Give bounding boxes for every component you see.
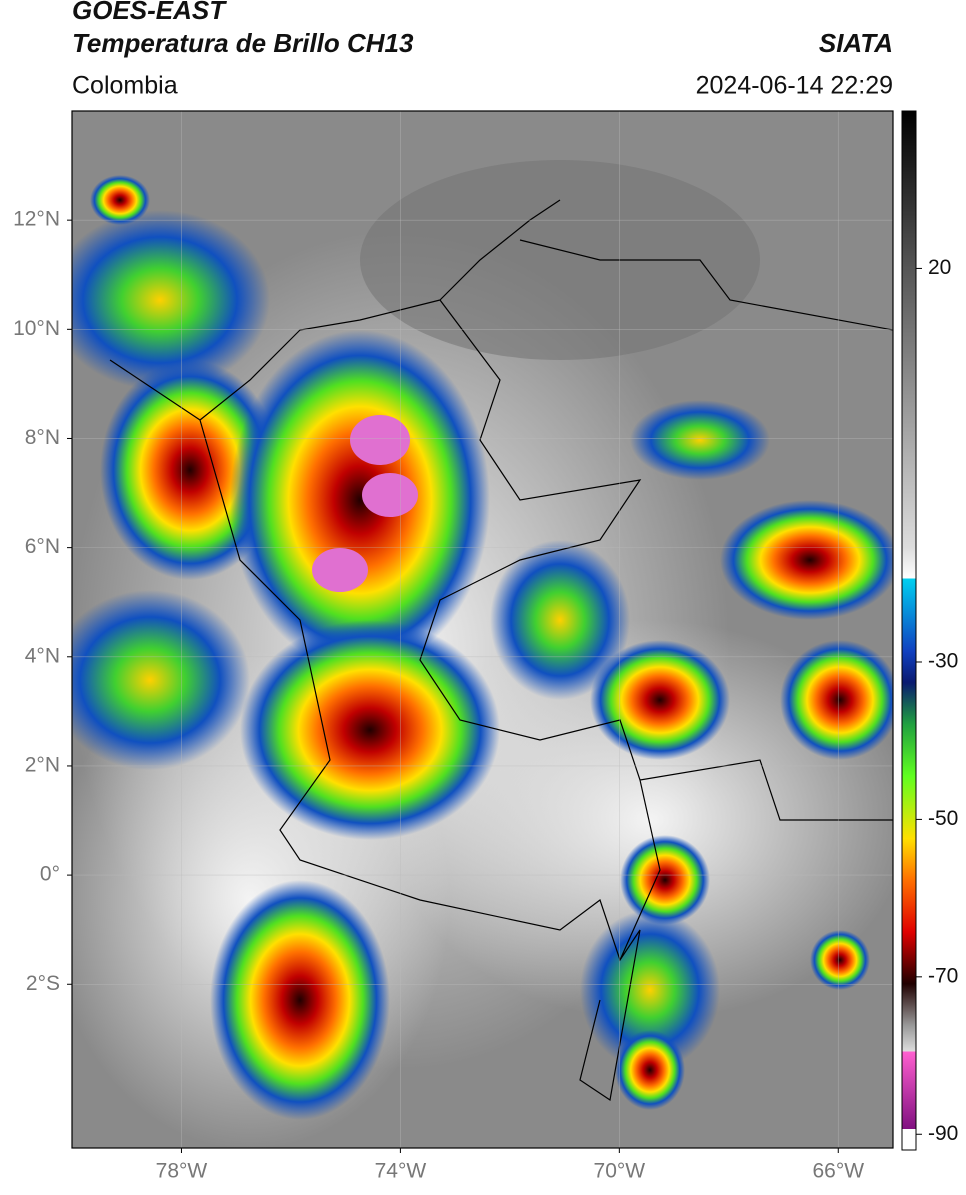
colorbar-tick-label: 20	[928, 256, 951, 279]
storm-cell	[210, 880, 390, 1120]
storm-cell	[810, 930, 870, 990]
region: Colombia	[72, 72, 178, 100]
storm-cell	[615, 1030, 685, 1110]
source: SIATA	[819, 28, 893, 58]
lon-tick-label: 74°W	[375, 1160, 427, 1183]
lat-tick-label: 6°N	[25, 535, 60, 558]
storm-cell	[780, 640, 893, 760]
lat-tick-label: 2°S	[26, 972, 60, 995]
colorbar-tick-label: -50	[928, 807, 958, 830]
cold-top	[350, 415, 410, 465]
map-frame	[71, 110, 894, 1149]
storm-cell	[630, 400, 770, 480]
coastline	[519, 239, 893, 331]
storm-cell	[230, 330, 490, 670]
cold-top	[362, 473, 418, 517]
storm-cell	[620, 835, 710, 925]
storm-cell	[240, 620, 500, 840]
borders	[109, 199, 893, 1102]
storm-cell	[72, 210, 270, 390]
lon-tick-label: 70°W	[594, 1160, 646, 1183]
colorbar-tick-label: -90	[928, 1122, 958, 1145]
lat-tick-label: 12°N	[13, 208, 60, 231]
storm-cell	[490, 540, 630, 700]
lat-tick-label: 10°N	[13, 317, 60, 340]
colorbar-tick-label: -30	[928, 650, 958, 673]
cold-top	[312, 548, 368, 592]
satellite-image	[72, 111, 893, 1148]
colorbar	[901, 110, 917, 1151]
lon-tick-label: 66°W	[812, 1160, 864, 1183]
lat-tick-label: 8°N	[25, 426, 60, 449]
storm-cell	[720, 500, 893, 620]
storm-cell	[580, 910, 720, 1070]
datetime: 2024-06-14 22:29	[696, 72, 893, 100]
lat-tick-label: 4°N	[25, 644, 60, 667]
storm-cell	[90, 175, 150, 225]
title: GOES-EAST	[72, 0, 227, 25]
lat-tick-label: 2°N	[25, 753, 60, 776]
storm-cell	[72, 590, 250, 770]
graticule	[67, 111, 893, 1153]
lat-tick-label: 0°	[40, 863, 60, 886]
lon-tick-label: 78°W	[156, 1160, 208, 1183]
colorbar-tick-label: -70	[928, 964, 958, 987]
subtitle: Temperatura de Brillo CH13	[72, 28, 414, 58]
storm-cell	[590, 640, 730, 760]
sea	[360, 160, 760, 360]
